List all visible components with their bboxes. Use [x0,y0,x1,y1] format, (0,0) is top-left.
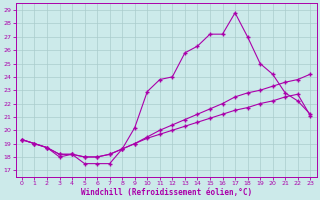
X-axis label: Windchill (Refroidissement éolien,°C): Windchill (Refroidissement éolien,°C) [81,188,252,197]
